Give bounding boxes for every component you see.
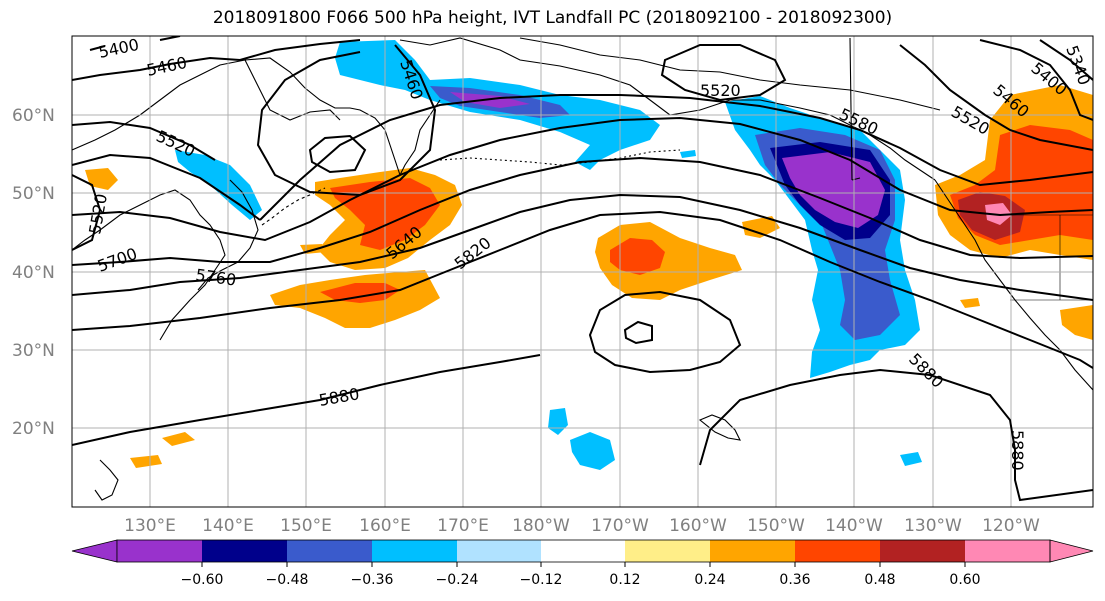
contour-west-circle xyxy=(72,174,102,251)
lat-label: 40°N xyxy=(12,263,55,283)
ivt-positive-blob-3 xyxy=(162,432,195,446)
contour-5880-east xyxy=(699,368,1093,502)
contour-5880-small xyxy=(623,320,653,345)
lon-label: 130°E xyxy=(124,516,176,536)
colorbar-tick-label: −0.12 xyxy=(520,572,563,588)
lat-label: 20°N xyxy=(12,419,55,439)
contour-5520-east xyxy=(899,44,1093,151)
colorbar-tick-label: −0.48 xyxy=(266,572,309,588)
height-contours xyxy=(72,36,1093,502)
map-frame xyxy=(71,35,1094,508)
colorbar-tick-label: 0.12 xyxy=(609,572,640,588)
lon-label: 160°E xyxy=(359,516,411,536)
colorbar-tick-label: −0.60 xyxy=(181,572,224,588)
contour-east-loop-1 xyxy=(979,39,1093,121)
lat-label: 50°N xyxy=(12,184,55,204)
lon-label: 130°W xyxy=(904,516,962,536)
colorbar-bin xyxy=(372,540,457,562)
colorbar-tick-label: 0.24 xyxy=(694,572,725,588)
lon-label: 140°W xyxy=(825,516,883,536)
colorbar-bin xyxy=(457,540,541,562)
contour-5460 xyxy=(72,39,361,81)
contour-5640 xyxy=(72,116,1093,242)
ivt-positive-blob-6 xyxy=(960,298,980,308)
contour-label: 5880 xyxy=(1008,430,1027,471)
ivt-negative-blob-2 xyxy=(570,432,615,470)
colorbar-bin xyxy=(541,540,625,562)
map-title: 2018091800 F066 500 hPa height, IVT Land… xyxy=(212,8,893,28)
colorbar-tick-label: −0.24 xyxy=(436,572,479,588)
colorbar-bin xyxy=(117,540,202,562)
contour-label: 5520 xyxy=(700,81,741,100)
lon-label: 170°W xyxy=(591,516,649,536)
colorbar-tick-label: 0.36 xyxy=(779,572,810,588)
colorbar-bin xyxy=(625,540,710,562)
contour-5820-loop xyxy=(588,290,742,374)
colorbar-bin xyxy=(880,540,965,562)
contour-east-loop-2 xyxy=(1039,39,1093,81)
colorbar-ticks xyxy=(201,562,966,567)
colorbar-bin xyxy=(965,540,1050,562)
colorbar-bin xyxy=(287,540,372,562)
lon-label: 180°W xyxy=(512,516,570,536)
graticule xyxy=(72,36,1093,507)
contour-5760 xyxy=(72,193,1093,301)
contour-5880 xyxy=(72,354,541,446)
lon-label: 150°E xyxy=(280,516,332,536)
ivt-negative-plume-gulf-core xyxy=(782,152,885,228)
ivt-positive-sw-red xyxy=(320,283,400,303)
colorbar-tick-label: −0.36 xyxy=(351,572,394,588)
ivt-positive-blob-4 xyxy=(130,455,162,468)
contour-5700 xyxy=(72,156,1093,266)
contour-5520-west xyxy=(72,120,216,161)
colorbar-extend-max xyxy=(1049,539,1094,563)
longitude-labels: 130°E 140°E 150°E 160°E 170°E 180°W 170°… xyxy=(124,516,1040,536)
colorbar-outline xyxy=(116,539,1051,563)
colorbar-extend-min xyxy=(71,539,118,563)
lat-label: 30°N xyxy=(12,341,55,361)
contour-5820 xyxy=(72,210,1093,369)
ivt-negative-blob-4 xyxy=(680,150,696,158)
colorbar-bin xyxy=(710,540,795,562)
ivt-negative-strip-west xyxy=(175,150,262,220)
colorbar-bin xyxy=(795,540,880,562)
contour-5400 xyxy=(89,36,181,51)
contour-5580 xyxy=(72,94,1093,221)
colorbar-tick-label: 0.60 xyxy=(949,572,980,588)
colorbar-tick-label: 0.48 xyxy=(864,572,895,588)
lat-label: 60°N xyxy=(12,106,55,126)
ivt-positive-west-coast xyxy=(1060,305,1093,340)
contour-5520-alaska xyxy=(660,44,787,102)
contour-5520-low xyxy=(308,134,367,174)
lon-label: 120°W xyxy=(982,516,1040,536)
lon-label: 160°W xyxy=(669,516,727,536)
colorbar-bin xyxy=(202,540,287,562)
colorbar: −0.60 −0.48 −0.36 −0.24 −0.12 0.12 0.24 … xyxy=(71,539,1094,588)
ivt-positive-central-red xyxy=(610,238,665,275)
ivt-negative-blob-3 xyxy=(900,452,922,466)
latitude-labels: 60°N 50°N 40°N 30°N 20°N xyxy=(12,106,55,439)
contour-5460-loop xyxy=(256,44,437,197)
lon-label: 140°E xyxy=(202,516,254,536)
ivt-positive-blob-1 xyxy=(85,168,118,190)
lon-label: 150°W xyxy=(747,516,805,536)
ivt-positive-blob-5 xyxy=(742,216,780,238)
lon-label: 170°E xyxy=(437,516,489,536)
